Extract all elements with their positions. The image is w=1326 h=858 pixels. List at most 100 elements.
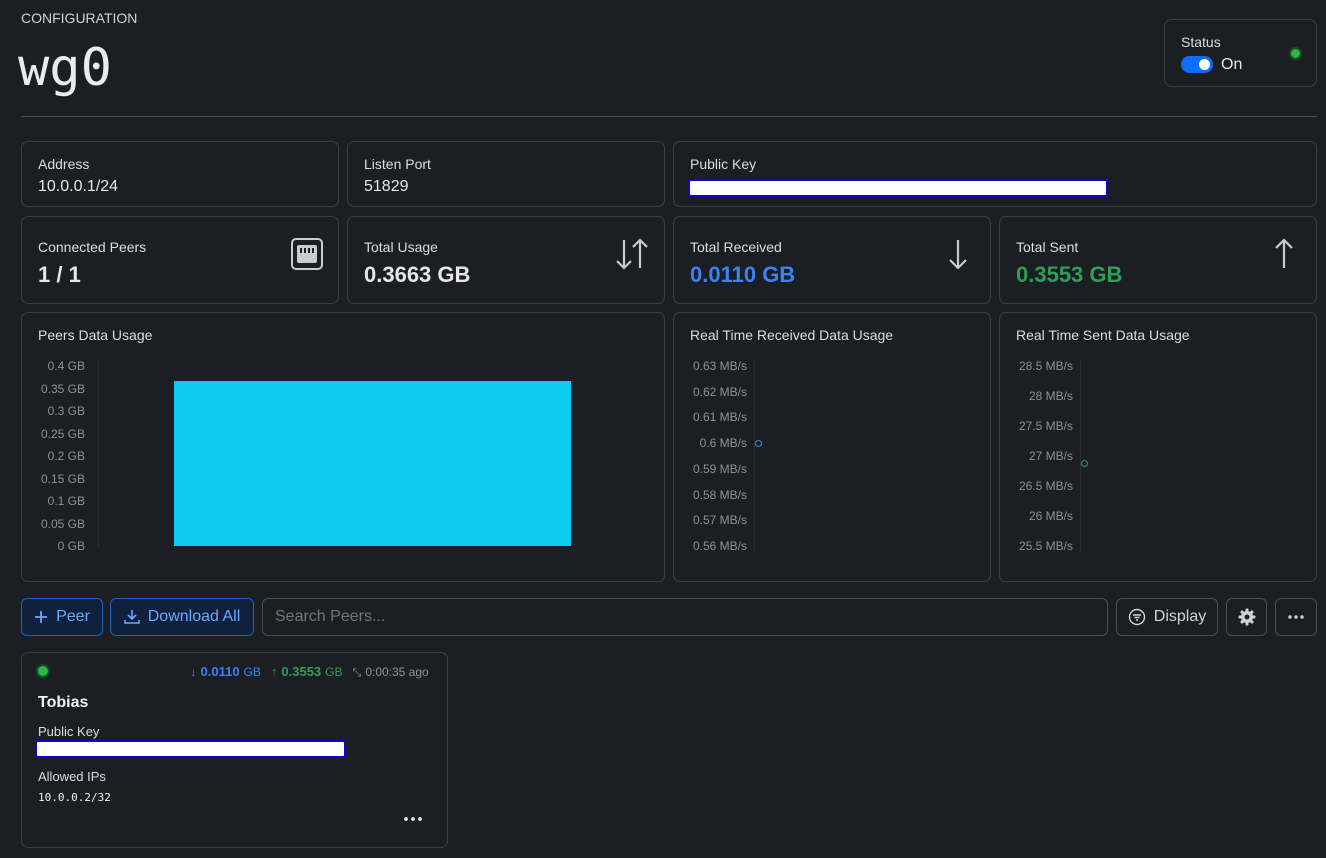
y-tick-label: 0.2 GB xyxy=(47,449,85,463)
rt-received-chart-title: Real Time Received Data Usage xyxy=(690,327,894,343)
y-tick-label: 0.25 GB xyxy=(40,426,85,441)
y-tick-label: 27 MB/s xyxy=(1028,449,1073,463)
peer-allowed-ips-label: Allowed IPs xyxy=(38,769,106,784)
rt-received-chart-card: Real Time Received Data Usage 0.63 MB/s 0… xyxy=(673,312,991,582)
peer-received-unit: GB xyxy=(243,665,261,679)
add-peer-label: Peer xyxy=(56,608,90,625)
gear-icon xyxy=(1238,608,1255,626)
section-label: CONFIGURATION xyxy=(21,10,138,26)
ethernet-icon xyxy=(291,238,323,270)
page-title: wg0 xyxy=(18,38,112,98)
public-key-card: Public Key xyxy=(673,141,1317,207)
y-tick-label: 0 GB xyxy=(57,539,85,553)
y-tick-label: 0.1 GB xyxy=(47,494,85,508)
download-all-label: Download All xyxy=(147,608,241,625)
total-sent-value: 0.3553 GB xyxy=(1016,262,1123,287)
y-tick-label: 0.58 MB/s xyxy=(692,487,747,502)
search-input[interactable] xyxy=(262,598,1108,636)
peer-public-key-redaction xyxy=(35,740,346,758)
total-usage-card: Total Usage 0.3663 GB xyxy=(347,216,665,304)
ellipsis-icon xyxy=(1288,615,1304,619)
y-tick-label: 0.15 GB xyxy=(40,471,85,486)
y-tick-label: 0.3 GB xyxy=(47,404,85,418)
peer-sent-unit: GB xyxy=(325,665,343,679)
peers-usage-chart-title: Peers Data Usage xyxy=(38,327,153,343)
download-icon xyxy=(123,610,140,624)
listen-port-label: Listen Port xyxy=(364,156,431,172)
peer-traffic-summary: ↓ 0.0110 GB ↑ 0.3553 GB ⤡ 0:00:35 ago xyxy=(190,664,429,680)
peers-usage-bar-tobias[interactable] xyxy=(174,381,571,546)
status-label: Status xyxy=(1181,34,1221,50)
listen-port-value: 51829 xyxy=(364,178,409,195)
address-value: 10.0.0.1/24 xyxy=(38,178,119,195)
peer-public-key-label: Public Key xyxy=(38,724,100,739)
y-tick-label: 0.6 MB/s xyxy=(699,436,747,451)
public-key-label: Public Key xyxy=(690,156,757,172)
handshake-icon: ⤡ xyxy=(352,667,362,679)
peer-card[interactable]: ↓ 0.0110 GB ↑ 0.3553 GB ⤡ 0:00:35 ago To… xyxy=(21,652,448,848)
peer-handshake: 0:00:35 ago xyxy=(365,665,429,679)
peer-received-value: 0.0110 xyxy=(200,664,240,679)
rt-sent-plot-area xyxy=(1080,359,1310,551)
display-label: Display xyxy=(1153,608,1207,625)
y-tick-label: 25.5 MB/s xyxy=(1018,539,1073,553)
connected-peers-value: 1 / 1 xyxy=(38,262,81,287)
y-tick-label: 28.5 MB/s xyxy=(1018,359,1073,373)
peer-name: Tobias xyxy=(38,694,89,711)
header-divider xyxy=(21,116,1317,117)
y-tick-label: 28 MB/s xyxy=(1028,389,1073,403)
connected-peers-label: Connected Peers xyxy=(38,239,147,255)
address-label: Address xyxy=(38,156,90,172)
y-tick-label: 0.35 GB xyxy=(40,381,85,396)
y-tick-label: 0.61 MB/s xyxy=(692,410,747,425)
peer-menu-button[interactable] xyxy=(402,811,424,827)
rt-received-data-point xyxy=(755,439,762,447)
peers-usage-plot-area xyxy=(98,359,658,547)
filter-icon xyxy=(1128,608,1145,626)
peer-sent-arrow-icon: ↑ xyxy=(270,664,278,679)
rt-sent-chart-title: Real Time Sent Data Usage xyxy=(1016,327,1190,343)
y-tick-label: 0.57 MB/s xyxy=(692,513,747,528)
status-indicator-icon xyxy=(1289,47,1302,60)
peer-sent-value: 0.3553 xyxy=(281,664,322,679)
rt-received-plot-area xyxy=(754,359,984,551)
peer-status-icon xyxy=(36,664,50,678)
total-usage-label: Total Usage xyxy=(364,239,438,255)
status-toggle[interactable] xyxy=(1181,56,1213,73)
total-sent-card: Total Sent 0.3553 GB xyxy=(999,216,1317,304)
add-peer-button[interactable]: Peer xyxy=(21,598,103,636)
peers-usage-chart-card: Peers Data Usage 0.4 GB 0.35 GB 0.3 GB 0.25… xyxy=(21,312,665,582)
settings-button[interactable] xyxy=(1226,598,1267,636)
rt-sent-data-point xyxy=(1081,460,1088,467)
connected-peers-card: Connected Peers 1 / 1 xyxy=(21,216,339,304)
arrow-down-icon xyxy=(949,240,967,270)
listen-port-card: Listen Port 51829 xyxy=(347,141,665,207)
total-received-value: 0.0110 GB xyxy=(690,262,796,287)
plus-icon xyxy=(35,611,48,623)
peer-received-arrow-icon: ↓ xyxy=(190,664,197,679)
y-tick-label: 0.4 GB xyxy=(47,359,85,373)
peer-allowed-ips-value: 10.0.0.2/32 xyxy=(38,791,111,804)
y-tick-label: 0.05 GB xyxy=(40,516,85,531)
rt-sent-chart-card: Real Time Sent Data Usage 28.5 MB/s 28 MB… xyxy=(999,312,1317,582)
ellipsis-icon xyxy=(404,817,422,821)
total-usage-value: 0.3663 GB xyxy=(364,262,471,287)
y-tick-label: 26.5 MB/s xyxy=(1018,479,1073,493)
total-received-label: Total Received xyxy=(690,239,782,255)
status-toggle-text: On xyxy=(1221,56,1243,73)
arrow-up-icon xyxy=(1275,238,1293,268)
y-tick-label: 0.59 MB/s xyxy=(692,461,747,476)
arrows-up-down-icon xyxy=(616,238,648,270)
y-tick-label: 0.62 MB/s xyxy=(692,384,747,399)
y-tick-label: 27.5 MB/s xyxy=(1018,419,1073,433)
more-options-button[interactable] xyxy=(1275,598,1317,636)
display-button[interactable]: Display xyxy=(1116,598,1218,636)
total-sent-label: Total Sent xyxy=(1016,239,1079,255)
y-tick-label: 0.56 MB/s xyxy=(692,539,747,553)
total-received-card: Total Received 0.0110 GB xyxy=(673,216,991,304)
address-card: Address 10.0.0.1/24 xyxy=(21,141,339,207)
download-all-button[interactable]: Download All xyxy=(110,598,254,636)
y-tick-label: 0.63 MB/s xyxy=(692,359,747,373)
y-tick-label: 26 MB/s xyxy=(1028,509,1073,523)
public-key-redaction xyxy=(688,179,1108,197)
